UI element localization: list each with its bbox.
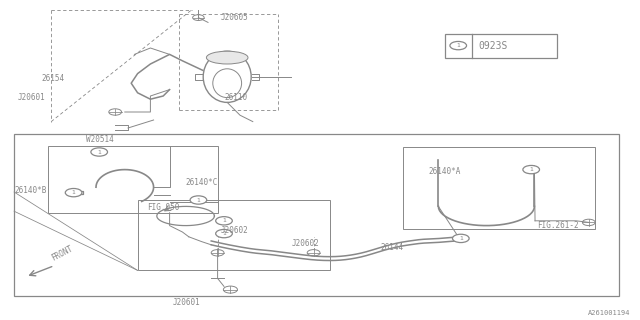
Text: 26110: 26110 (224, 93, 247, 102)
Circle shape (190, 196, 207, 204)
Circle shape (450, 41, 467, 50)
Text: 26144: 26144 (381, 243, 404, 252)
Text: J20605: J20605 (221, 13, 248, 22)
Text: 1: 1 (529, 167, 533, 172)
Text: 26154: 26154 (42, 74, 65, 83)
Text: W20514: W20514 (86, 135, 114, 144)
Text: 1: 1 (97, 149, 101, 155)
Circle shape (216, 229, 232, 238)
Bar (138, 200, 330, 270)
Text: FRONT: FRONT (50, 244, 75, 262)
Text: FIG.261-2: FIG.261-2 (538, 221, 579, 230)
Circle shape (216, 217, 232, 225)
Text: 1: 1 (456, 43, 460, 48)
Circle shape (65, 188, 82, 197)
Text: 1: 1 (196, 197, 200, 203)
Circle shape (91, 148, 108, 156)
Text: J20602: J20602 (221, 226, 248, 235)
Text: 1: 1 (72, 190, 76, 195)
Text: FIG.050: FIG.050 (147, 204, 180, 212)
Text: 26140*A: 26140*A (429, 167, 461, 176)
Bar (445, 34, 557, 58)
Text: 1: 1 (222, 231, 226, 236)
Bar (48, 146, 218, 213)
Text: 1: 1 (459, 236, 463, 241)
Text: 26140*C: 26140*C (186, 178, 218, 187)
Circle shape (523, 165, 540, 174)
Text: A261001194: A261001194 (588, 310, 630, 316)
Text: J20602: J20602 (291, 239, 319, 248)
Text: J20601: J20601 (173, 298, 200, 307)
Bar (14, 134, 619, 296)
Text: 0923S: 0923S (479, 41, 508, 51)
Ellipse shape (206, 51, 248, 64)
Circle shape (452, 234, 469, 243)
Text: J20601: J20601 (17, 93, 45, 102)
Bar (403, 147, 595, 229)
Text: 26140*B: 26140*B (14, 186, 47, 195)
Text: 1: 1 (222, 218, 226, 223)
